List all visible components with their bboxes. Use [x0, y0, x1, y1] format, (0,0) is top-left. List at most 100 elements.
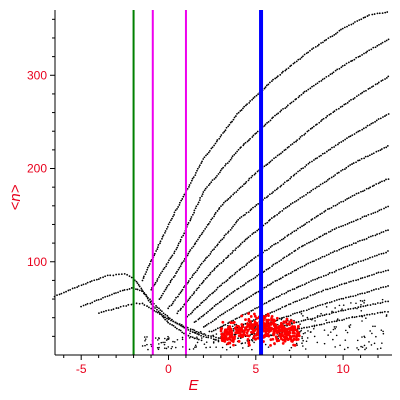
data-point	[218, 241, 221, 244]
data-point	[165, 263, 168, 266]
data-point	[251, 233, 254, 236]
data-point	[321, 314, 324, 317]
highlight-point	[282, 320, 286, 324]
data-point	[198, 236, 201, 239]
data-point	[318, 80, 321, 83]
highlight-point	[277, 325, 281, 329]
data-point	[221, 282, 224, 285]
data-point	[295, 60, 298, 63]
highlight-point	[244, 318, 247, 322]
data-point	[207, 151, 210, 154]
data-point	[182, 286, 185, 289]
data-point	[274, 114, 276, 117]
data-point	[189, 312, 192, 315]
data-point	[229, 275, 232, 278]
data-point	[292, 174, 295, 177]
data-point	[383, 207, 385, 210]
data-point	[245, 180, 248, 183]
data-point	[365, 237, 368, 240]
data-point	[315, 291, 318, 294]
data-point	[215, 317, 218, 320]
data-point	[297, 320, 300, 323]
data-point	[300, 312, 303, 315]
data-point	[334, 346, 336, 348]
data-point	[296, 311, 299, 314]
data-point	[144, 293, 146, 296]
data-point	[167, 318, 170, 321]
data-point	[230, 157, 233, 159]
data-point	[303, 243, 306, 246]
data-point	[362, 305, 365, 308]
highlight-point	[272, 332, 276, 335]
data-point	[142, 277, 145, 279]
data-point	[320, 276, 323, 279]
data-point	[278, 317, 281, 320]
data-point	[301, 337, 303, 340]
data-point	[235, 221, 237, 224]
data-point	[265, 196, 268, 199]
data-point	[274, 262, 277, 265]
data-point	[294, 300, 297, 303]
data-point	[318, 236, 321, 239]
data-point	[282, 257, 284, 260]
data-point	[338, 141, 341, 144]
data-point	[195, 289, 198, 292]
data-point	[309, 331, 312, 333]
data-point	[343, 318, 345, 321]
data-point	[200, 334, 203, 337]
y-tick-label: 200	[27, 162, 47, 176]
data-point	[189, 335, 192, 338]
data-point	[266, 122, 268, 124]
data-point	[197, 318, 200, 321]
data-point	[244, 182, 247, 185]
data-point	[181, 198, 184, 200]
data-point	[234, 271, 237, 274]
data-point	[232, 250, 234, 252]
data-point	[295, 199, 298, 202]
data-point	[198, 304, 201, 307]
data-point	[171, 345, 174, 348]
data-point	[348, 316, 350, 319]
data-point	[227, 125, 230, 128]
data-point	[106, 274, 109, 277]
data-point	[233, 223, 236, 226]
data-point	[150, 288, 153, 291]
y-tick-label: 100	[27, 255, 47, 269]
data-point	[231, 155, 234, 158]
data-point	[224, 323, 227, 326]
data-point	[242, 299, 245, 302]
data-point	[304, 165, 307, 168]
data-point	[311, 240, 314, 242]
data-point	[336, 285, 339, 288]
data-point	[236, 317, 238, 320]
data-point	[316, 82, 319, 85]
data-point	[91, 301, 94, 304]
data-point	[187, 329, 190, 331]
data-point	[288, 204, 291, 207]
data-point	[325, 319, 327, 322]
data-point	[250, 208, 253, 211]
data-point	[216, 174, 218, 177]
data-point	[142, 275, 145, 278]
highlight-point	[230, 339, 233, 342]
data-point	[257, 254, 259, 257]
data-point	[146, 305, 148, 307]
data-point	[372, 46, 375, 49]
data-point	[312, 293, 314, 296]
data-point	[211, 307, 214, 309]
data-point	[285, 274, 288, 276]
data-point	[370, 344, 373, 346]
data-point	[95, 278, 98, 281]
data-point	[194, 271, 197, 274]
highlight-point	[227, 331, 231, 335]
data-point	[197, 286, 200, 289]
data-point	[374, 46, 377, 49]
data-point	[293, 230, 296, 233]
data-point	[365, 126, 367, 129]
data-point	[331, 251, 334, 254]
data-point	[302, 195, 305, 197]
data-point	[359, 55, 361, 58]
data-point	[274, 189, 276, 192]
highlight-point	[242, 330, 246, 334]
